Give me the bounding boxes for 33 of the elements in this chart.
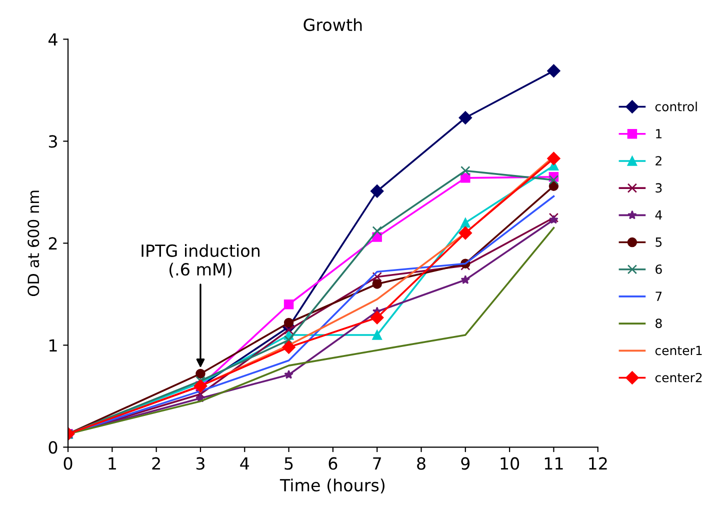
- legend-label: 1: [656, 129, 662, 138]
- chart-title: Growth: [304, 18, 362, 32]
- x-tick-label: 11: [544, 457, 563, 470]
- x-tick-label: 6: [328, 457, 338, 470]
- x-tick-label: 0: [64, 457, 72, 470]
- legend-label: 8: [656, 318, 662, 328]
- legend-label: 4: [655, 210, 662, 220]
- legend-label: center2: [655, 372, 702, 382]
- y-axis-title: OD at 600 nm: [28, 190, 40, 296]
- legend-label: 3: [656, 183, 662, 193]
- x-tick-label: 5: [284, 457, 293, 470]
- x-tick-label: 1: [108, 457, 116, 470]
- legend-label: 7: [656, 292, 662, 301]
- legend-label: 2: [656, 156, 662, 166]
- x-tick-label: 7: [373, 457, 381, 470]
- legend-label: center1: [655, 346, 702, 356]
- x-tick-label: 8: [417, 457, 426, 470]
- x-tick-label: 3: [196, 457, 204, 470]
- y-tick-label: 3: [48, 135, 57, 148]
- x-axis-title: Time (hours): [280, 478, 384, 494]
- annotation: IPTG induction (.6 mM): [142, 244, 260, 278]
- x-tick-label: 10: [500, 457, 520, 470]
- y-tick-label: 1: [50, 339, 57, 352]
- legend-label: 5: [656, 238, 662, 247]
- x-tick-label: 4: [240, 457, 249, 470]
- y-tick-label: 2: [48, 237, 57, 250]
- legend-label: 6: [656, 264, 662, 274]
- y-tick-label: 4: [48, 33, 58, 46]
- x-tick-label: 9: [461, 457, 470, 470]
- x-tick-label: 2: [152, 457, 160, 470]
- x-tick-label: 12: [589, 457, 607, 470]
- legend-label: control: [655, 102, 697, 112]
- y-tick-label: 0: [48, 441, 58, 454]
